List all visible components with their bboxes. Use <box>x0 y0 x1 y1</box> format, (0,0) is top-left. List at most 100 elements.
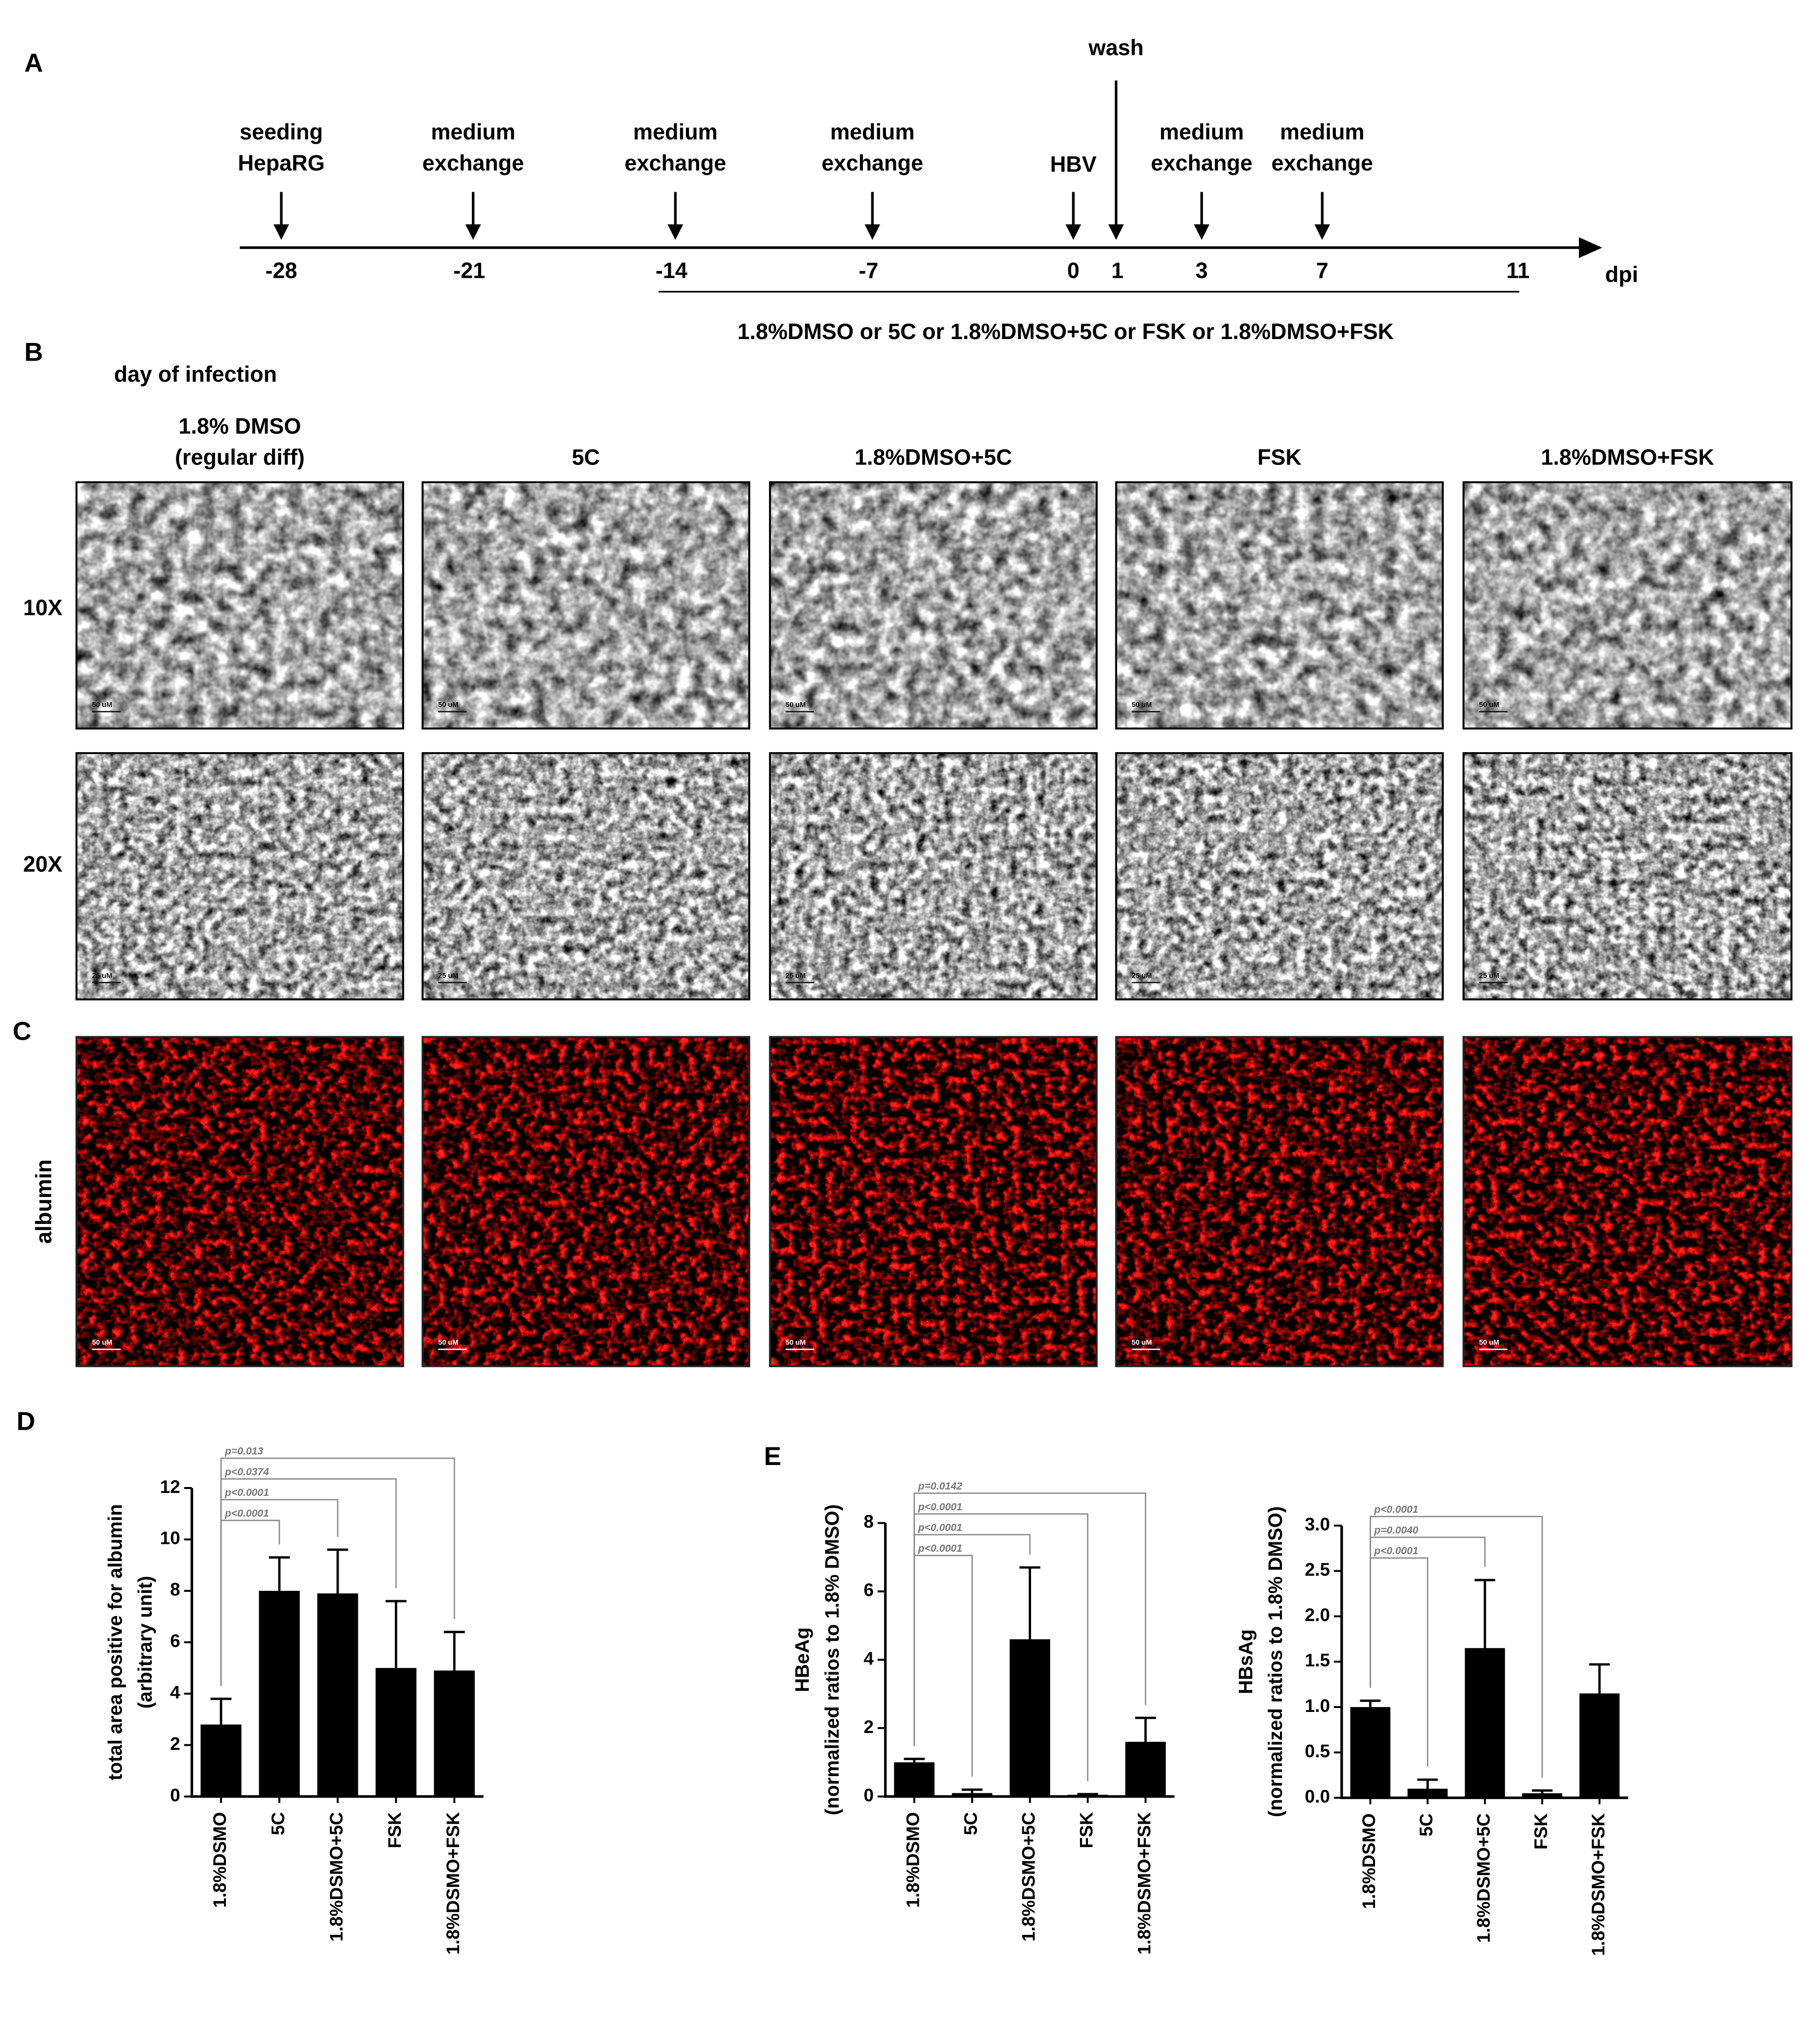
panel-label: C <box>13 1017 31 1046</box>
y-axis-label: (normalized ratios to 1.8% DMSO) <box>821 1504 843 1815</box>
micrograph-image <box>422 753 749 1000</box>
y-tick-label: 12 <box>160 1476 180 1497</box>
timeline-arrowhead <box>1578 237 1602 258</box>
scale-bar-label: 25 uM <box>1131 972 1152 980</box>
image-border <box>421 752 750 1001</box>
day-label: 7 <box>1316 258 1328 283</box>
scale-bar-label: 50 uM <box>92 701 112 709</box>
day-label: 1 <box>1111 258 1124 283</box>
scale-bar-label: 50 uM <box>92 1339 112 1347</box>
x-tick-label: 1.8%DSMO <box>1358 1813 1379 1909</box>
micrograph-image <box>422 482 749 729</box>
x-tick-label: 5C <box>268 1812 288 1835</box>
micrograph-image <box>76 1037 403 1367</box>
y-tick-label: 0 <box>863 1784 874 1805</box>
image-border <box>769 752 1098 1001</box>
event-label: HBV <box>1050 152 1097 177</box>
y-tick-label: 2 <box>170 1733 180 1754</box>
significance-bracket <box>913 1555 973 1777</box>
micrograph-image <box>1463 482 1792 729</box>
column-header: 1.8% DMSO <box>178 414 301 439</box>
significance-bracket <box>220 1457 455 1686</box>
event-label: HepaRG <box>238 150 324 175</box>
panel-label: E <box>764 1442 781 1471</box>
scale-bar-label: 50 uM <box>1131 1339 1152 1347</box>
x-tick-label: 5C <box>1416 1813 1436 1836</box>
image-border <box>769 481 1098 730</box>
event-label: medium <box>1280 120 1364 145</box>
p-value: p<0.0001 <box>918 1522 962 1534</box>
timeline-unit: dpi <box>1605 262 1638 287</box>
scale-bar-label: 25 uM <box>786 972 806 980</box>
y-tick-label: 6 <box>863 1580 874 1600</box>
scale-bar-label: 50 uM <box>438 701 458 709</box>
y-axis-label: HBsAg <box>1235 1629 1256 1694</box>
y-tick-label: 2 <box>863 1716 874 1737</box>
micrograph-image <box>1116 1037 1443 1367</box>
event-label: medium <box>431 120 515 145</box>
image-border <box>1462 481 1793 730</box>
x-tick-label: 1.8%DSMO+5C <box>1473 1813 1494 1943</box>
p-value: p<0.0001 <box>1374 1504 1418 1515</box>
event-arrowhead <box>1108 224 1124 240</box>
x-tick-label: 1.8%DSMO+5C <box>1018 1812 1038 1941</box>
scale-bar-label: 25 uM <box>438 972 458 980</box>
x-tick-label: 1.8%DSMO+5C <box>326 1812 346 1941</box>
image-border <box>1115 1036 1444 1367</box>
y-tick-label: 1.0 <box>1305 1695 1330 1716</box>
event-label: medium <box>633 120 717 145</box>
micrograph-image <box>1463 1037 1792 1367</box>
panel-label: A <box>25 49 43 77</box>
y-axis-label: (normalized ratios to 1.8% DMSO) <box>1265 1506 1286 1817</box>
event-arrowhead <box>864 224 881 240</box>
p-value: p<0.0001 <box>224 1508 269 1519</box>
bar <box>1407 1788 1448 1798</box>
image-border <box>1115 481 1444 730</box>
day-label: -7 <box>859 258 878 283</box>
bar <box>1350 1707 1391 1798</box>
event-label: exchange <box>422 150 524 175</box>
bar <box>317 1593 358 1797</box>
scale-bar-label: 50 uM <box>786 701 806 709</box>
column-header: 1.8%DMSO+FSK <box>1541 445 1714 470</box>
column-header: 1.8%DMSO+5C <box>855 445 1012 470</box>
y-axis-label: (arbitrary unit) <box>134 1576 156 1709</box>
x-tick-label: FSK <box>384 1812 405 1848</box>
y-tick-label: 3.0 <box>1305 1513 1330 1534</box>
x-tick-label: 1.8%DSMO+FSK <box>1588 1813 1608 1956</box>
y-tick-label: 8 <box>863 1511 874 1532</box>
bar <box>952 1793 993 1797</box>
bar <box>1067 1795 1108 1797</box>
image-border <box>75 481 404 730</box>
event-label: exchange <box>1151 150 1252 175</box>
y-tick-label: 4 <box>170 1682 180 1703</box>
event-arrowhead <box>465 224 481 240</box>
event-arrowhead <box>1314 224 1330 240</box>
scale-bar-label: 25 uM <box>92 972 112 980</box>
y-tick-label: 1.5 <box>1305 1650 1330 1670</box>
x-tick-label: FSK <box>1530 1813 1551 1850</box>
bar <box>1522 1793 1563 1798</box>
x-tick-label: FSK <box>1076 1812 1096 1848</box>
x-tick-label: 1.8%DSMO <box>209 1812 230 1907</box>
x-tick-label: 1.8%DSMO+FSK <box>1133 1812 1154 1954</box>
day-label: 0 <box>1067 258 1080 283</box>
y-tick-label: 8 <box>170 1579 180 1600</box>
scale-bar-label: 50 uM <box>1479 1339 1499 1347</box>
scale-bar-label: 50 uM <box>786 1339 806 1347</box>
image-border <box>421 481 750 730</box>
y-tick-label: 10 <box>160 1528 180 1548</box>
event-label: seeding <box>240 120 323 145</box>
significance-bracket <box>1370 1515 1543 1778</box>
x-tick-label: 1.8%DSMO <box>903 1812 923 1907</box>
scale-bar-label: 50 uM <box>1479 701 1499 709</box>
column-header: 5C <box>572 445 600 470</box>
image-border <box>75 1036 404 1367</box>
micrograph-image <box>76 482 403 729</box>
micrograph-image <box>76 753 403 1000</box>
column-header: (regular diff) <box>175 445 305 470</box>
day-label: -28 <box>266 258 297 283</box>
image-border <box>1462 1036 1793 1367</box>
